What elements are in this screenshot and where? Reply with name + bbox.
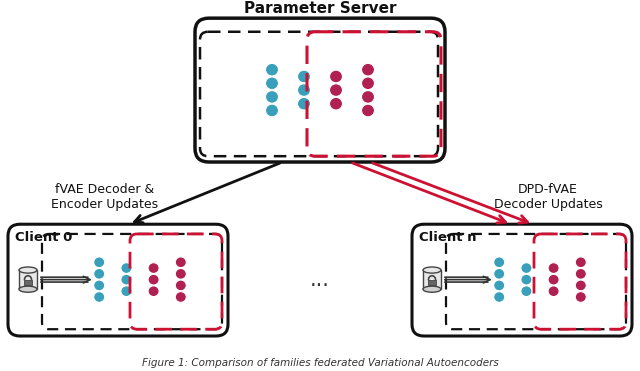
Circle shape (548, 263, 559, 273)
Circle shape (362, 91, 374, 103)
Bar (24, 280, 32, 285)
Circle shape (330, 70, 342, 83)
Circle shape (548, 286, 559, 296)
Circle shape (148, 263, 159, 273)
Circle shape (493, 280, 505, 291)
Circle shape (575, 280, 586, 291)
Circle shape (298, 97, 310, 110)
Circle shape (266, 104, 278, 117)
Circle shape (121, 286, 132, 296)
Text: Client n: Client n (419, 231, 477, 244)
Circle shape (148, 286, 159, 296)
Text: Figure 1: Comparison of families federated Variational Autoencoders: Figure 1: Comparison of families federat… (141, 358, 499, 368)
Circle shape (266, 91, 278, 103)
Circle shape (575, 269, 586, 279)
Circle shape (266, 77, 278, 90)
Ellipse shape (19, 286, 37, 292)
Circle shape (548, 274, 559, 285)
Text: Client 0: Client 0 (15, 231, 72, 244)
Circle shape (575, 257, 586, 267)
Ellipse shape (423, 286, 441, 292)
Circle shape (175, 257, 186, 267)
Circle shape (93, 280, 105, 291)
Circle shape (330, 84, 342, 96)
Circle shape (93, 257, 105, 267)
Circle shape (362, 63, 374, 76)
Circle shape (121, 274, 132, 285)
FancyBboxPatch shape (195, 18, 445, 162)
Circle shape (93, 269, 105, 279)
FancyBboxPatch shape (412, 224, 632, 336)
Ellipse shape (19, 267, 37, 273)
Circle shape (362, 104, 374, 117)
Circle shape (175, 292, 186, 302)
Circle shape (175, 269, 186, 279)
Circle shape (521, 286, 532, 296)
Circle shape (521, 274, 532, 285)
Circle shape (93, 292, 105, 302)
Circle shape (493, 292, 505, 302)
Circle shape (362, 77, 374, 90)
Circle shape (521, 263, 532, 273)
Circle shape (330, 97, 342, 110)
Circle shape (121, 263, 132, 273)
FancyBboxPatch shape (8, 224, 228, 336)
Bar (19, 270, 37, 289)
Circle shape (575, 292, 586, 302)
Circle shape (148, 274, 159, 285)
Bar (423, 270, 441, 289)
Text: Parameter Server: Parameter Server (244, 1, 396, 16)
Bar (428, 280, 436, 285)
Ellipse shape (423, 267, 441, 273)
Circle shape (298, 84, 310, 96)
Text: fVAE Decoder &
Encoder Updates: fVAE Decoder & Encoder Updates (51, 183, 159, 211)
Circle shape (266, 63, 278, 76)
Circle shape (493, 269, 505, 279)
Text: DPD-fVAE
Decoder Updates: DPD-fVAE Decoder Updates (493, 183, 602, 211)
Circle shape (298, 70, 310, 83)
Circle shape (493, 257, 505, 267)
Circle shape (175, 280, 186, 291)
Text: ...: ... (310, 270, 330, 290)
